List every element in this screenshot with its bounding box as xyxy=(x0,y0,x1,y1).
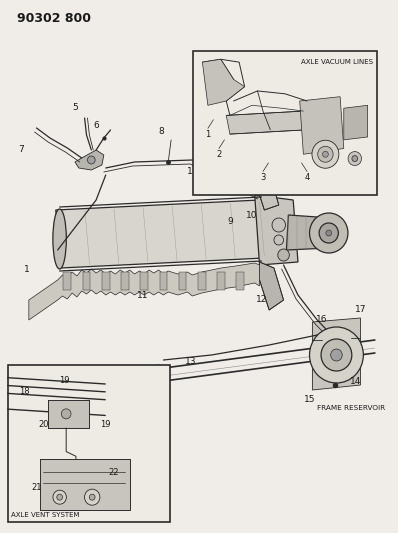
Circle shape xyxy=(61,409,71,419)
Text: 3: 3 xyxy=(260,173,266,182)
Text: 15: 15 xyxy=(304,395,315,405)
Text: 21: 21 xyxy=(32,483,42,492)
Circle shape xyxy=(278,249,289,261)
Polygon shape xyxy=(312,318,361,390)
Ellipse shape xyxy=(53,209,66,269)
Text: 22: 22 xyxy=(108,467,119,477)
Text: 14: 14 xyxy=(350,377,361,386)
Polygon shape xyxy=(63,272,71,290)
Text: 19: 19 xyxy=(59,376,70,385)
Circle shape xyxy=(84,489,100,505)
Text: 2: 2 xyxy=(216,150,222,159)
Polygon shape xyxy=(287,215,332,250)
Polygon shape xyxy=(202,59,245,106)
Text: AXLE VENT SYSTEM: AXLE VENT SYSTEM xyxy=(12,512,80,518)
Circle shape xyxy=(331,349,342,361)
Polygon shape xyxy=(48,400,89,428)
Text: 90302 800: 90302 800 xyxy=(17,12,91,25)
Text: 11: 11 xyxy=(137,290,148,300)
Circle shape xyxy=(348,151,361,166)
Text: 1: 1 xyxy=(205,130,211,139)
Circle shape xyxy=(312,140,339,168)
Bar xyxy=(8,365,170,522)
Text: 20: 20 xyxy=(38,421,49,430)
Polygon shape xyxy=(344,106,368,140)
Circle shape xyxy=(352,156,358,161)
Circle shape xyxy=(274,235,283,245)
Circle shape xyxy=(310,213,348,253)
Polygon shape xyxy=(198,272,206,290)
Text: 5: 5 xyxy=(72,103,78,112)
Polygon shape xyxy=(259,188,279,210)
Text: 10: 10 xyxy=(246,211,258,220)
Text: 13: 13 xyxy=(185,358,196,367)
Circle shape xyxy=(272,218,285,232)
Text: 16: 16 xyxy=(316,316,328,325)
Polygon shape xyxy=(259,262,283,310)
Polygon shape xyxy=(83,272,90,290)
Circle shape xyxy=(88,156,95,164)
Polygon shape xyxy=(29,263,259,320)
Circle shape xyxy=(319,223,338,243)
Circle shape xyxy=(322,151,328,157)
Polygon shape xyxy=(226,111,307,134)
Text: AXLE VACUUM LINES: AXLE VACUUM LINES xyxy=(301,59,373,64)
Text: 6: 6 xyxy=(93,120,99,130)
Polygon shape xyxy=(102,272,109,290)
Polygon shape xyxy=(300,96,344,154)
Circle shape xyxy=(57,494,62,500)
Circle shape xyxy=(310,327,363,383)
Polygon shape xyxy=(217,272,225,290)
Polygon shape xyxy=(40,459,130,510)
Text: 1: 1 xyxy=(24,265,30,274)
Polygon shape xyxy=(255,195,298,265)
Circle shape xyxy=(321,339,352,371)
Polygon shape xyxy=(140,272,148,290)
Text: 8: 8 xyxy=(159,127,164,136)
Circle shape xyxy=(326,230,332,236)
Polygon shape xyxy=(236,272,244,290)
Circle shape xyxy=(53,490,66,504)
Text: 18: 18 xyxy=(19,387,29,397)
Circle shape xyxy=(318,146,333,162)
Polygon shape xyxy=(179,272,187,290)
Text: 7: 7 xyxy=(18,146,24,155)
Bar xyxy=(193,51,377,195)
Text: 19: 19 xyxy=(100,421,111,430)
Text: 9: 9 xyxy=(228,217,234,227)
Polygon shape xyxy=(75,150,104,170)
Polygon shape xyxy=(56,200,264,268)
Text: 12: 12 xyxy=(256,295,267,304)
Text: 4: 4 xyxy=(304,173,310,182)
Text: 17: 17 xyxy=(355,305,366,314)
Circle shape xyxy=(89,494,95,500)
Text: 1: 1 xyxy=(187,167,193,176)
Text: FRAME RESERVOIR: FRAME RESERVOIR xyxy=(317,405,385,411)
Polygon shape xyxy=(121,272,129,290)
Polygon shape xyxy=(160,272,167,290)
